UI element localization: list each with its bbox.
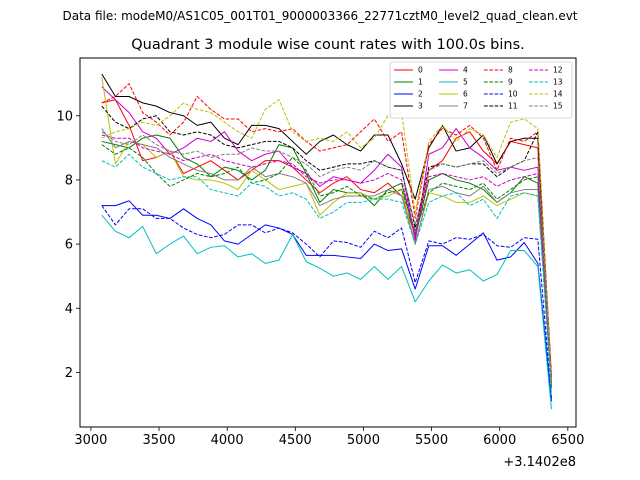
legend-label-2: 2	[418, 90, 423, 99]
legend-label-15: 15	[553, 102, 563, 111]
series-line-7	[101, 128, 552, 383]
legend-label-4: 4	[463, 66, 468, 75]
plot-frame	[79, 57, 577, 428]
x-axis: 3000 3500 4000 4500 5000 5500 6000 6500	[74, 427, 584, 448]
x-tick-label: 6000	[483, 433, 516, 448]
x-tick-label: 3000	[74, 433, 107, 448]
legend-label-3: 3	[418, 102, 423, 111]
y-axis: 2 4 6 8 10	[56, 109, 80, 381]
y-tick-label: 4	[65, 302, 73, 317]
y-tick-label: 8	[65, 173, 73, 188]
series-layer	[101, 73, 552, 410]
series-line-12	[101, 134, 552, 386]
chart-suptitle: Data file: modeM0/AS1C05_001T01_90000033…	[62, 9, 577, 23]
series-line-13	[101, 153, 552, 395]
y-tick-label: 10	[56, 109, 73, 124]
series-line-6	[101, 77, 552, 386]
legend-label-14: 14	[553, 90, 563, 99]
legend-frame	[389, 61, 573, 119]
series-line-9	[101, 144, 552, 389]
series-line-15	[101, 131, 552, 383]
x-tick-label: 5000	[347, 433, 380, 448]
y-tick-label: 6	[65, 238, 73, 253]
x-tick-label: 5500	[415, 433, 448, 448]
x-tick-label: 6500	[551, 433, 584, 448]
y-tick-label: 2	[65, 366, 73, 381]
legend-label-7: 7	[463, 102, 468, 111]
legend-label-8: 8	[508, 66, 513, 75]
series-line-5	[101, 214, 552, 410]
chart-title: Quadrant 3 module wise count rates with …	[131, 37, 525, 53]
legend-label-11: 11	[508, 102, 518, 111]
legend-label-13: 13	[553, 78, 563, 87]
series-line-8	[101, 83, 552, 376]
series-line-14	[101, 99, 552, 383]
legend-label-9: 9	[508, 78, 513, 87]
series-line-3	[101, 73, 552, 383]
legend-label-1: 1	[418, 78, 423, 87]
series-line-2	[101, 200, 552, 402]
x-tick-label: 4500	[279, 433, 312, 448]
x-offset-label: +3.1402e8	[503, 455, 576, 470]
series-line-10	[101, 205, 552, 399]
legend-label-6: 6	[463, 90, 468, 99]
legend-label-12: 12	[553, 66, 563, 75]
legend-label-5: 5	[463, 78, 468, 87]
x-tick-label: 3500	[142, 433, 175, 448]
legend-label-0: 0	[418, 66, 423, 75]
x-tick-label: 4000	[211, 433, 244, 448]
legend-label-10: 10	[508, 90, 518, 99]
